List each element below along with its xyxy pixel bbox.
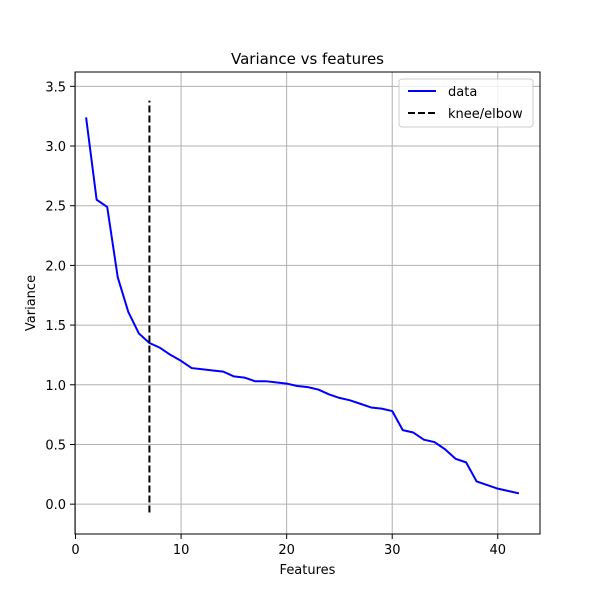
y-tick-label: 0.5 bbox=[45, 438, 66, 453]
chart-title: Variance vs features bbox=[231, 50, 384, 68]
x-tick-label: 0 bbox=[71, 543, 79, 558]
x-tick-label: 30 bbox=[384, 543, 401, 558]
y-tick-label: 3.5 bbox=[45, 80, 66, 95]
y-tick-label: 3.0 bbox=[45, 140, 66, 155]
y-tick-label: 2.5 bbox=[45, 200, 66, 215]
x-tick-label: 40 bbox=[490, 543, 507, 558]
legend-label-data: data bbox=[448, 85, 477, 100]
data-layer bbox=[85, 100, 520, 513]
legend-label-knee-elbow: knee/elbow bbox=[448, 107, 523, 122]
y-tick-label: 2.0 bbox=[45, 259, 66, 274]
x-tick-label: 10 bbox=[173, 543, 190, 558]
legend: data knee/elbow bbox=[398, 78, 534, 128]
y-tick-label: 0.0 bbox=[45, 498, 66, 513]
x-axis-label: Features bbox=[280, 563, 336, 578]
plot-frame bbox=[74, 71, 541, 535]
grid-lines bbox=[75, 72, 540, 534]
series-line-data bbox=[85, 117, 520, 495]
x-tick-label: 20 bbox=[278, 543, 295, 558]
y-tick-label: 1.5 bbox=[45, 319, 66, 334]
axis-ticks: 0 10 20 30 40 0.0 0.5 1.0 1.5 2.0 2.5 3.0 3.5 bbox=[45, 80, 506, 558]
y-axis-label: Variance bbox=[24, 275, 39, 331]
y-tick-label: 1.0 bbox=[45, 379, 66, 394]
